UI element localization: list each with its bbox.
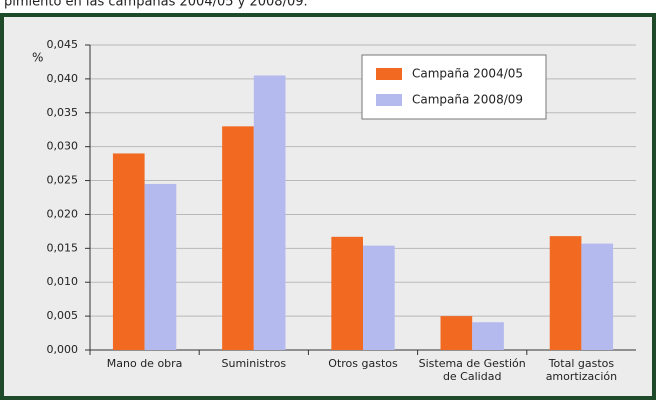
legend-swatch: [376, 68, 402, 80]
legend-box: [361, 54, 547, 120]
bar: [222, 126, 254, 350]
y-tick-label: 0,020: [47, 207, 79, 220]
x-tick-label: Otros gastos: [328, 357, 398, 370]
x-tick-label: Sistema de Gestión: [419, 357, 526, 370]
legend-swatch: [376, 94, 402, 106]
bar: [144, 183, 177, 350]
bar: [581, 243, 614, 350]
chart-subtitle: pimiento en las campañas 2004/05 y 2008/…: [4, 0, 308, 10]
x-tick-label: de Calidad: [443, 370, 502, 383]
x-tick-label: Total gastos: [548, 357, 615, 370]
y-tick-label: 0,000: [47, 343, 79, 356]
bar: [253, 75, 286, 350]
y-tick-label: 0,015: [47, 241, 79, 254]
bar: [440, 316, 473, 350]
bar: [549, 236, 582, 350]
y-tick-label: 0,005: [47, 309, 79, 322]
bar: [112, 153, 145, 350]
x-tick-label: amortización: [546, 370, 617, 383]
bar: [331, 236, 363, 350]
y-tick-label: 0,030: [47, 140, 79, 153]
x-tick-label: Mano de obra: [107, 357, 183, 370]
y-tick-label: 0,010: [47, 275, 79, 288]
y-tick-label: 0,035: [47, 106, 79, 119]
y-tick-label: 0,025: [47, 174, 79, 187]
x-tick-label: Suministros: [222, 357, 287, 370]
legend-label: Campaña 2008/09: [412, 93, 523, 107]
bar: [472, 322, 504, 350]
y-axis-label: %: [32, 51, 43, 65]
bar: [363, 245, 395, 350]
y-tick-label: 0,045: [47, 38, 79, 51]
legend-label: Campaña 2004/05: [412, 67, 523, 81]
y-tick-label: 0,040: [47, 72, 79, 85]
